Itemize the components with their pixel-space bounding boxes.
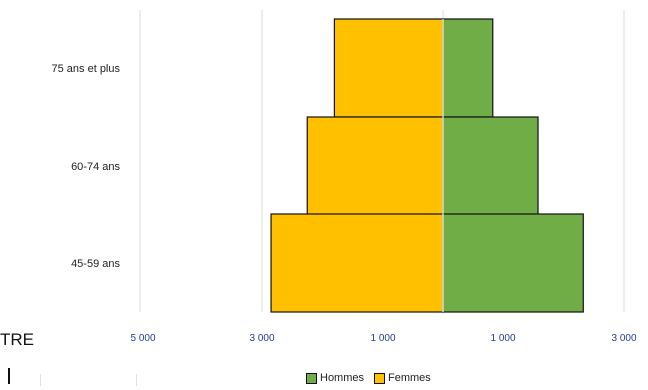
bar-hommes-1: [442, 116, 539, 216]
category-label-0: 75 ans et plus: [52, 63, 121, 75]
x-tick-label-1: 3 000: [249, 333, 274, 344]
faint-table-rule: [40, 374, 137, 386]
chart-legend: Hommes Femmes: [306, 372, 431, 384]
legend-label-hommes: Hommes: [320, 372, 365, 384]
bar-hommes-2: [442, 213, 584, 313]
category-label-1: 60-74 ans: [71, 161, 120, 173]
legend-item-femmes: Femmes: [374, 372, 431, 384]
legend-label-femmes: Femmes: [388, 372, 431, 384]
bar-femmes-1: [306, 116, 444, 216]
cut-off-page-text: TRE: [0, 330, 34, 349]
legend-swatch-hommes: [306, 372, 317, 384]
category-label-2: 45-59 ans: [71, 258, 120, 270]
x-tick-label-2: 1 000: [370, 333, 395, 344]
legend-item-hommes: Hommes: [306, 372, 364, 384]
cut-off-page-mark: [0, 368, 10, 384]
x-tick-label-4: 3 000: [611, 333, 636, 344]
bar-hommes-0: [442, 18, 494, 118]
legend-swatch-femmes: [374, 372, 386, 384]
bar-femmes-2: [270, 213, 444, 313]
bar-femmes-0: [333, 18, 444, 118]
x-tick-label-3: 1 000: [490, 333, 515, 344]
x-tick-label-0: 5 000: [130, 333, 155, 344]
